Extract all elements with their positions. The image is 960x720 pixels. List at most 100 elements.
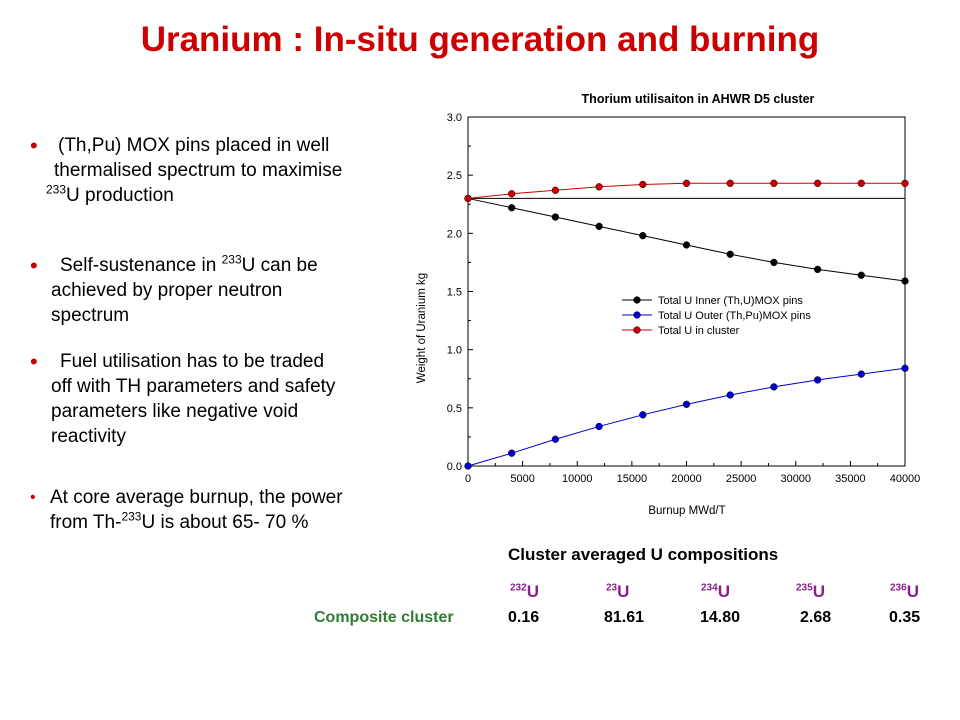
data-point bbox=[813, 265, 822, 274]
legend-entry: Total U Outer (Th,Pu)MOX pins bbox=[658, 310, 811, 322]
data-point bbox=[595, 222, 603, 231]
y-tick-label: 1.0 bbox=[447, 345, 462, 357]
isotope-header: 235U bbox=[796, 582, 825, 602]
bullet-line: achieved by proper neutron bbox=[51, 280, 283, 301]
bullet-line: from Th-233U is about 65- 70 % bbox=[30, 510, 430, 535]
chart-title: Thorium utilisaiton in AHWR D5 cluster bbox=[582, 92, 815, 106]
bullet-text: U production bbox=[66, 185, 174, 206]
bullet-line: reactivity bbox=[51, 426, 126, 447]
isotope-header: 23U bbox=[606, 582, 629, 602]
series-line bbox=[467, 367, 906, 467]
isotope-symbol: U bbox=[526, 582, 539, 601]
y-tick-label: 2.5 bbox=[447, 170, 462, 182]
bullet-dot-icon: • bbox=[30, 133, 38, 158]
data-point bbox=[682, 241, 691, 249]
x-tick-label: 15000 bbox=[617, 473, 648, 485]
composition-value: 0.35 bbox=[889, 609, 921, 626]
composition-title: Cluster averaged U compositions bbox=[508, 545, 779, 564]
x-tick-label: 5000 bbox=[510, 473, 534, 485]
x-tick-label: 30000 bbox=[780, 473, 811, 485]
isotope-mass: 234 bbox=[701, 582, 718, 594]
bullet-line: Fuel utilisation has to be traded bbox=[60, 351, 325, 372]
series-line bbox=[467, 197, 906, 282]
data-point bbox=[901, 179, 909, 187]
data-point bbox=[639, 180, 647, 189]
data-point bbox=[551, 213, 560, 221]
data-point bbox=[639, 232, 647, 240]
superscript: 233 bbox=[46, 182, 67, 197]
y-tick-label: 2.0 bbox=[447, 228, 462, 240]
legend-marker bbox=[633, 296, 641, 304]
bullet-item: • (Th,Pu) MOX pins placed in well therma… bbox=[30, 133, 430, 208]
data-point bbox=[901, 364, 909, 372]
data-point bbox=[595, 422, 603, 431]
data-point bbox=[508, 190, 516, 198]
data-point bbox=[639, 411, 647, 419]
plot-frame bbox=[467, 116, 906, 467]
composition-row-label: Composite cluster bbox=[314, 609, 454, 626]
bullet-line: parameters like negative void bbox=[51, 401, 299, 422]
bullet-text: Self-sustenance in bbox=[60, 255, 222, 276]
data-point bbox=[682, 400, 691, 408]
x-axis-label: Burnup MWd/T bbox=[648, 505, 725, 517]
data-point bbox=[551, 435, 560, 443]
bullet-item: • Self-sustenance in 233U can be achieve… bbox=[30, 253, 430, 328]
data-point bbox=[508, 204, 516, 212]
composition-value: 0.16 bbox=[508, 609, 540, 626]
data-point bbox=[595, 183, 603, 191]
isotope-mass: 232 bbox=[510, 582, 527, 594]
data-point bbox=[551, 186, 560, 194]
data-point bbox=[857, 271, 865, 279]
x-tick-label: 35000 bbox=[835, 473, 866, 485]
bullet-item: • Fuel utilisation has to be traded off … bbox=[30, 349, 430, 449]
y-tick-label: 1.5 bbox=[447, 287, 462, 299]
page-title: Uranium : In-situ generation and burning bbox=[140, 20, 820, 59]
data-point bbox=[813, 179, 822, 187]
bullet-line: At core average burnup, the power bbox=[50, 487, 343, 508]
isotope-symbol: U bbox=[717, 582, 730, 601]
data-point bbox=[726, 179, 734, 187]
x-tick-label: 10000 bbox=[562, 473, 593, 485]
bullet-dot-icon: • bbox=[30, 489, 36, 506]
bullet-item: • At core average burnup, the power from… bbox=[30, 485, 430, 535]
isotope-mass: 235 bbox=[796, 582, 813, 594]
isotope-header: 232U bbox=[510, 582, 539, 602]
data-point bbox=[857, 179, 865, 187]
composition-value: 2.68 bbox=[800, 609, 832, 626]
bullet-dot-icon: • bbox=[30, 349, 38, 374]
isotope-header: 236U bbox=[890, 582, 919, 602]
data-point bbox=[682, 179, 691, 187]
x-tick-label: 40000 bbox=[890, 473, 921, 485]
bullet-line: thermalised spectrum to maximise bbox=[54, 160, 343, 181]
bullet-line: spectrum bbox=[51, 305, 130, 326]
y-tick-label: 0.5 bbox=[447, 403, 462, 415]
y-tick-label: 0.0 bbox=[447, 461, 462, 473]
bullet-line: 233U production bbox=[30, 183, 430, 208]
data-point bbox=[726, 391, 734, 399]
isotope-mass: 23 bbox=[606, 582, 618, 594]
data-point bbox=[726, 250, 734, 258]
data-point bbox=[770, 258, 778, 267]
data-point bbox=[901, 277, 909, 285]
data-point bbox=[464, 462, 472, 470]
y-tick-label: 3.0 bbox=[447, 112, 462, 124]
x-tick-label: 25000 bbox=[726, 473, 757, 485]
bullet-text: from Th- bbox=[50, 512, 122, 533]
bullet-line: Self-sustenance in 233U can be bbox=[30, 253, 430, 278]
data-point bbox=[464, 194, 472, 203]
bullet-text: U is about 65- 70 % bbox=[141, 512, 309, 533]
data-point bbox=[508, 449, 516, 457]
composition-value: 81.61 bbox=[604, 609, 645, 626]
isotope-header: 234U bbox=[701, 582, 730, 602]
data-point bbox=[770, 383, 778, 391]
bullet-dot-icon: • bbox=[30, 253, 38, 278]
legend-marker bbox=[633, 326, 641, 334]
data-point bbox=[813, 376, 822, 384]
isotope-symbol: U bbox=[617, 582, 630, 601]
isotope-symbol: U bbox=[812, 582, 825, 601]
bullet-line: (Th,Pu) MOX pins placed in well bbox=[58, 135, 330, 156]
plot-area: 0 5000 10000 15000 20000 25000 30000 35000 40000… bbox=[447, 112, 921, 485]
isotope-symbol: U bbox=[906, 582, 919, 601]
data-point bbox=[857, 370, 865, 378]
legend-marker bbox=[633, 311, 641, 319]
